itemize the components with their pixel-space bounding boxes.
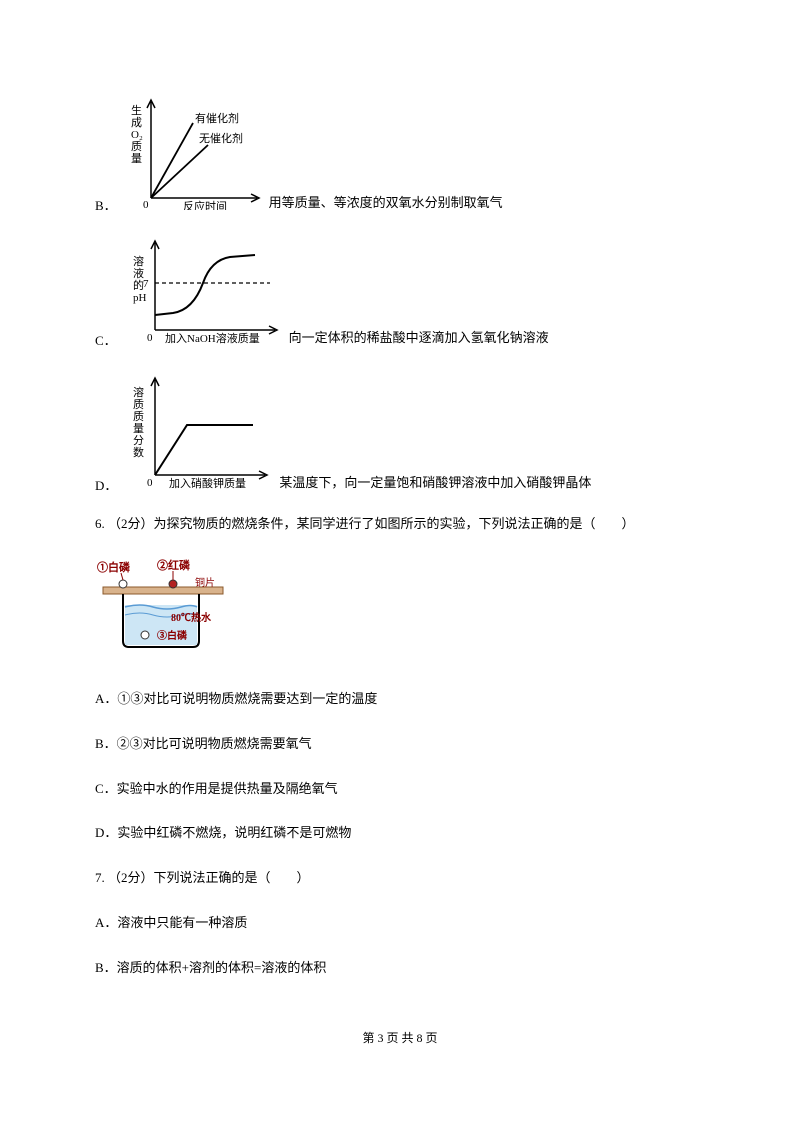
page-content: B． 生 成 O₂ 质 量 有催化剂 无催化剂 0 [0, 0, 800, 1098]
option-b-row: B． 生 成 O₂ 质 量 有催化剂 无催化剂 0 [95, 90, 705, 217]
chart-b-series1: 有催化剂 [195, 111, 239, 125]
svg-text:溶: 溶 [133, 254, 144, 268]
chart-c-xlabel: 加入NaOH溶液质量 [165, 331, 260, 345]
q6-label1: ①白磷 [97, 560, 131, 574]
q6-label2: ②红磷 [157, 559, 191, 572]
svg-text:质: 质 [133, 410, 144, 423]
q6-option-d: D．实验中红磷不燃烧，说明红磷不是可燃物 [95, 823, 705, 844]
option-c-label: C． [95, 331, 117, 352]
page-footer: 第 3 页 共 8 页 [95, 1029, 705, 1048]
chart-d-xlabel: 加入硝酸钾质量 [169, 476, 246, 490]
svg-text:O₂: O₂ [131, 129, 143, 141]
q6-svg: ①白磷 ②红磷 铜片 80℃热水 ③白磷 [95, 559, 235, 654]
svg-text:质: 质 [131, 140, 142, 153]
q6-figure: ①白磷 ②红磷 铜片 80℃热水 ③白磷 [95, 559, 705, 661]
q6-option-c: C．实验中水的作用是提供热量及隔绝氧气 [95, 779, 705, 800]
svg-text:0: 0 [143, 199, 149, 210]
option-b-text: 用等质量、等浓度的双氧水分别制取氧气 [269, 193, 503, 217]
q6-option-a: A．①③对比可说明物质燃烧需要达到一定的温度 [95, 689, 705, 710]
q6-option-b: B．②③对比可说明物质燃烧需要氧气 [95, 734, 705, 755]
option-d-text: 某温度下，向一定量饱和硝酸钾溶液中加入硝酸钾晶体 [279, 473, 591, 497]
q7-option-a: A．溶液中只能有一种溶质 [95, 913, 705, 934]
chart-b-ylabel: 生 [131, 103, 142, 117]
chart-d-svg: 溶 质 质 量 分 数 0 加入硝酸钾质量 [125, 370, 275, 490]
chart-c: 溶 液 的 pH 7 0 加入NaOH溶液质量 [125, 235, 285, 352]
option-d-label: D． [95, 476, 117, 497]
q6-stem: 6. （2分）为探究物质的燃烧条件，某同学进行了如图所示的实验，下列说法正确的是… [95, 514, 705, 535]
svg-text:成: 成 [131, 116, 142, 129]
chart-d: 溶 质 质 量 分 数 0 加入硝酸钾质量 [125, 370, 275, 497]
svg-text:量: 量 [131, 152, 142, 165]
q7-option-b: B．溶质的体积+溶剂的体积=溶液的体积 [95, 958, 705, 979]
chart-c-ref: 7 [143, 278, 149, 290]
svg-text:数: 数 [133, 446, 144, 459]
q7-stem: 7. （2分）下列说法正确的是（ ） [95, 868, 705, 889]
svg-text:分: 分 [133, 434, 144, 447]
chart-b-series2: 无催化剂 [199, 131, 243, 145]
svg-text:0: 0 [147, 477, 153, 489]
chart-b: 生 成 O₂ 质 量 有催化剂 无催化剂 0 反应时间 [125, 90, 265, 217]
option-c-text: 向一定体积的稀盐酸中逐滴加入氢氧化钠溶液 [289, 328, 549, 352]
chart-c-svg: 溶 液 的 pH 7 0 加入NaOH溶液质量 [125, 235, 285, 345]
option-d-row: D． 溶 质 质 量 分 数 0 加入硝酸钾质量 某温度下，向一定量饱和硝酸钾溶… [95, 370, 705, 497]
option-c-row: C． 溶 液 的 pH 7 0 加入NaOH溶液质量 向一定体积的稀盐 [95, 235, 705, 352]
q6-label3: 铜片 [195, 576, 215, 589]
chart-b-xlabel: 反应时间 [183, 199, 227, 210]
svg-text:量: 量 [133, 422, 144, 435]
svg-text:质: 质 [133, 398, 144, 411]
svg-text:0: 0 [147, 332, 153, 344]
q6-label4: 80℃热水 [171, 611, 212, 624]
option-b-label: B． [95, 196, 117, 217]
q6-label5: ③白磷 [157, 629, 188, 642]
chart-b-svg: 生 成 O₂ 质 量 有催化剂 无催化剂 0 反应时间 [125, 90, 265, 210]
svg-text:溶: 溶 [133, 385, 144, 399]
svg-text:pH: pH [133, 292, 147, 304]
